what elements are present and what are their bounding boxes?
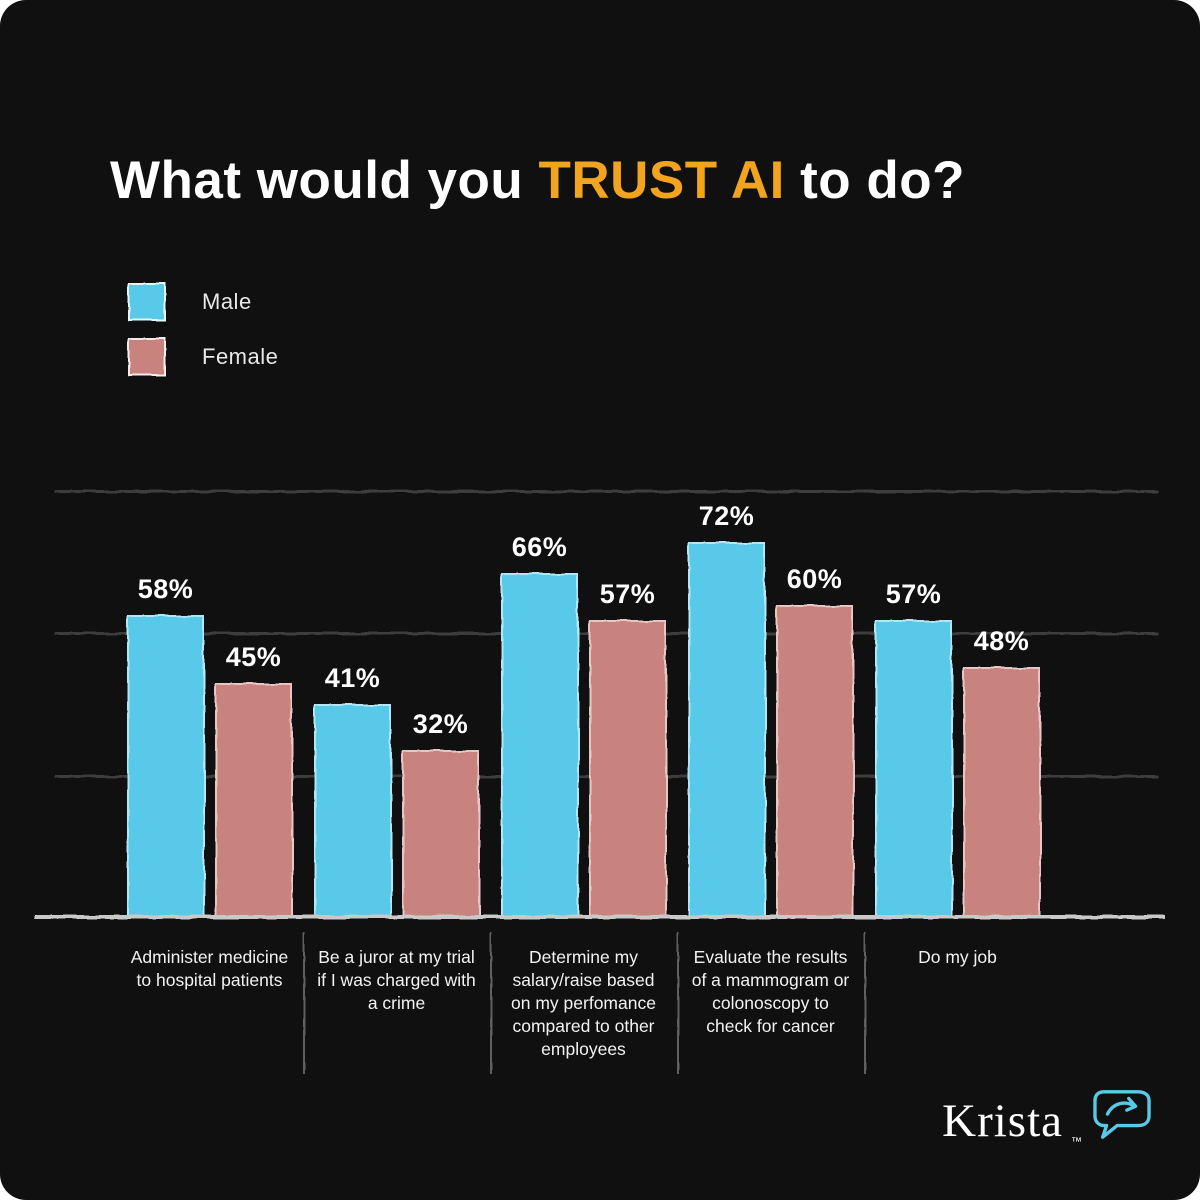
bar-group: 57% 48% — [864, 490, 1051, 917]
value-label: 72% — [698, 501, 755, 532]
bar-female — [775, 604, 854, 917]
bar-column-male: 72% — [687, 490, 766, 917]
bar-column-female: 60% — [775, 490, 854, 917]
column-divider — [303, 932, 305, 1074]
bar-female — [401, 750, 480, 917]
value-label: 57% — [599, 579, 656, 610]
gridline — [55, 490, 1158, 493]
category-label: Evaluate the results of a mammogram or c… — [691, 947, 850, 1037]
category-label: Be a juror at my trial if I was charged … — [317, 947, 476, 1014]
trademark-symbol: ™ — [1071, 1136, 1082, 1148]
legend-swatch-male — [128, 283, 166, 321]
title-prefix: What would you — [110, 151, 539, 210]
bar-column-male: 58% — [126, 490, 205, 917]
legend-item-male: Male — [128, 283, 278, 321]
category-labels: Administer medicine to hospital patients… — [116, 932, 1051, 1061]
bar-female — [962, 667, 1041, 917]
column-divider — [490, 932, 492, 1074]
category-label: Administer medicine to hospital patients — [130, 947, 289, 991]
value-label: 66% — [511, 532, 568, 563]
title-highlight: TRUST AI — [538, 151, 785, 210]
axis-baseline — [35, 915, 1165, 919]
bar-column-male: 66% — [500, 490, 579, 917]
category-label: Do my job — [918, 947, 997, 967]
bar-male — [126, 614, 205, 917]
bar-group: 58% 45% — [116, 490, 303, 917]
bar-group: 66% 57% — [490, 490, 677, 917]
bar-column-male: 41% — [313, 490, 392, 917]
value-label: 58% — [137, 573, 194, 604]
speech-bubble-arrow-icon — [1093, 1090, 1151, 1139]
bar-male — [874, 620, 953, 917]
bar-column-female: 57% — [588, 490, 667, 917]
title-suffix: to do? — [784, 151, 966, 210]
bar-group: 41% 32% — [303, 490, 490, 917]
value-label: 45% — [225, 641, 282, 672]
value-label: 57% — [885, 579, 942, 610]
krista-logo: Krista ™ — [942, 1086, 1154, 1156]
bar-male — [687, 542, 766, 917]
value-label: 48% — [973, 626, 1030, 657]
legend-swatch-female — [128, 338, 166, 376]
bar-chart: 58% 45% 41% 32% 66% 57% 72% 60% 57% 48% — [0, 490, 1200, 917]
bar-group: 72% 60% — [677, 490, 864, 917]
value-label: 32% — [412, 709, 469, 740]
bar-column-male: 57% — [874, 490, 953, 917]
bar-column-female: 45% — [214, 490, 293, 917]
krista-logo-text: Krista — [942, 1095, 1063, 1147]
page-title: What would you TRUST AI to do? — [110, 150, 965, 211]
value-label: 60% — [786, 563, 843, 594]
legend-label-male: Male — [202, 289, 252, 314]
bar-male — [500, 573, 579, 917]
column-divider — [864, 932, 866, 1074]
value-label: 41% — [324, 662, 381, 693]
legend-item-female: Female — [128, 338, 278, 376]
bar-column-female: 32% — [401, 490, 480, 917]
legend-label-female: Female — [202, 344, 279, 369]
bar-male — [313, 703, 392, 917]
bar-groups: 58% 45% 41% 32% 66% 57% 72% 60% 57% 48% — [116, 490, 1051, 917]
category-label: Determine my salary/raise based on my pe… — [511, 947, 656, 1060]
bar-female — [214, 682, 293, 917]
legend: Male Female — [128, 283, 278, 376]
bar-female — [588, 620, 667, 917]
column-divider — [677, 932, 679, 1074]
bar-column-female: 48% — [962, 490, 1041, 917]
